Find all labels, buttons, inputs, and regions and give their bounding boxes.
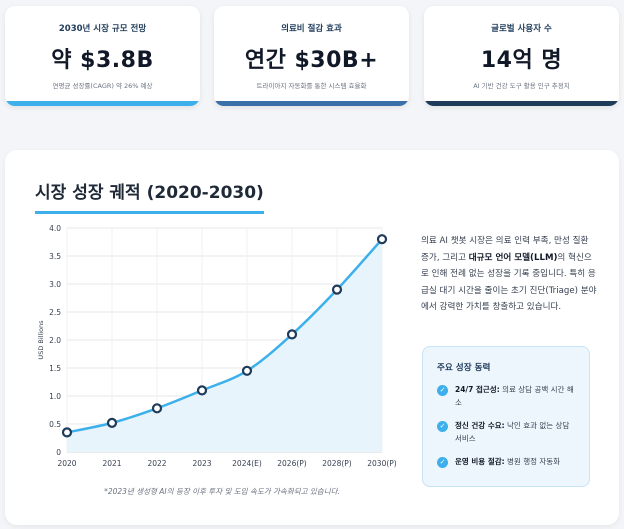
stat-sub: 트라이아지 자동화를 통한 시스템 효율화 xyxy=(256,82,367,90)
x-tick-label: 2026(P) xyxy=(277,459,307,468)
market-growth-panel: 시장 성장 궤적 (2020-2030) 0 0.5 1.0 1.5 2.0 2.5 3.0… xyxy=(5,150,619,525)
stat-value: 14억 명 xyxy=(480,48,563,73)
check-circle-icon: ✓ xyxy=(437,421,448,432)
data-point xyxy=(376,234,388,245)
growth-drivers-box: 주요 성장 동력 ✓ 24/7 접근성: 의료 상담 공백 시간 해소 ✓ 정신… xyxy=(422,346,590,487)
y-tick-label: 3.5 xyxy=(49,252,61,261)
x-tick-label: 2023 xyxy=(192,459,211,468)
market-description: 의료 AI 챗봇 시장은 의료 인력 부족, 만성 질환 증가, 그리고 대규모… xyxy=(421,233,597,316)
x-tick-label: 2020 xyxy=(57,459,76,468)
y-tick-label: 4.0 xyxy=(49,224,61,233)
y-tick-label: 1.5 xyxy=(49,364,61,373)
stat-accent-bar xyxy=(214,101,409,106)
data-point xyxy=(196,385,208,396)
driver-item: ✓ 정신 건강 수요: 낙인 효과 없는 상담 서비스 xyxy=(437,419,577,445)
y-tick-label: 0 xyxy=(56,448,61,457)
x-tick-label: 2028(P) xyxy=(322,459,352,468)
stat-sub: 연평균 성장률(CAGR) 약 26% 예상 xyxy=(52,82,153,90)
drivers-title: 주요 성장 동력 xyxy=(437,363,491,373)
driver-text: 의료 상담 공백 시간 해소 xyxy=(455,385,574,407)
driver-item: ✓ 운영 비용 절감: 병원 행정 자동화 xyxy=(437,455,577,468)
stat-sub: AI 기반 건강 도구 활용 인구 추정치 xyxy=(473,82,570,90)
check-circle-icon: ✓ xyxy=(437,385,448,396)
section-title: 시장 성장 궤적 (2020-2030) xyxy=(35,178,264,214)
data-point xyxy=(61,427,73,438)
stat-label: 글로벌 사용자 수 xyxy=(491,24,552,34)
x-tick-label: 2024(E) xyxy=(232,459,262,468)
check-circle-icon: ✓ xyxy=(437,457,448,468)
stat-card-users: 글로벌 사용자 수 14억 명 AI 기반 건강 도구 활용 인구 추정치 xyxy=(424,6,619,106)
driver-bold: 24/7 접근성: xyxy=(455,385,500,394)
x-tick-label: 2022 xyxy=(147,459,166,468)
y-tick-label: 0.5 xyxy=(49,420,61,429)
data-point xyxy=(331,284,343,295)
stat-accent-bar xyxy=(424,101,619,106)
driver-item: ✓ 24/7 접근성: 의료 상담 공백 시간 해소 xyxy=(437,383,577,409)
data-point xyxy=(241,365,253,376)
stat-accent-bar xyxy=(5,101,200,106)
stat-label: 2030년 시장 규모 전망 xyxy=(58,24,147,34)
driver-text: 낙인 효과 없는 상담 서비스 xyxy=(455,421,570,443)
stat-label: 의료비 절감 효과 xyxy=(281,24,342,34)
growth-line-chart: 0 0.5 1.0 1.5 2.0 2.5 3.0 3.5 4.0 2020 2021 2022 202… xyxy=(37,224,397,468)
stat-value: 약 $3.8B xyxy=(51,48,154,73)
y-tick-label: 2.5 xyxy=(49,308,61,317)
series-area-fill xyxy=(67,239,382,452)
stat-card-market-size: 2030년 시장 규모 전망 약 $3.8B 연평균 성장률(CAGR) 약 2… xyxy=(5,6,200,106)
data-point xyxy=(151,403,163,414)
data-point xyxy=(286,329,298,340)
x-tick-label: 2021 xyxy=(102,459,121,468)
description-highlight: 대규모 언어 모델(LLM) xyxy=(468,252,558,263)
y-axis-label: USD Billions xyxy=(37,320,45,360)
stat-value: 연간 $30B+ xyxy=(244,48,379,73)
description-text: 의 혁신으로 인해 전례 없는 성장을 기록 중입니다. 특히 응급실 대기 시… xyxy=(421,252,597,313)
stat-card-cost-saving: 의료비 절감 효과 연간 $30B+ 트라이아지 자동화를 통한 시스템 효율화 xyxy=(214,6,409,106)
chart-caption: *2023년 생성형 AI의 등장 이후 투자 및 도입 속도가 가속화되고 있… xyxy=(104,487,340,496)
driver-text: 병원 행정 자동화 xyxy=(504,457,561,466)
y-tick-label: 1.0 xyxy=(49,392,61,401)
driver-bold: 운영 비용 절감: xyxy=(455,457,505,466)
y-tick-label: 2.0 xyxy=(49,336,61,345)
data-point xyxy=(106,417,118,428)
x-tick-label: 2030(P) xyxy=(367,459,397,468)
driver-bold: 정신 건강 수요: xyxy=(455,421,505,430)
description-text: 의료 AI 챗봇 시장은 의료 인력 부족, 만성 질환 증가, 그리고 xyxy=(421,236,589,263)
y-tick-label: 3.0 xyxy=(49,280,61,289)
